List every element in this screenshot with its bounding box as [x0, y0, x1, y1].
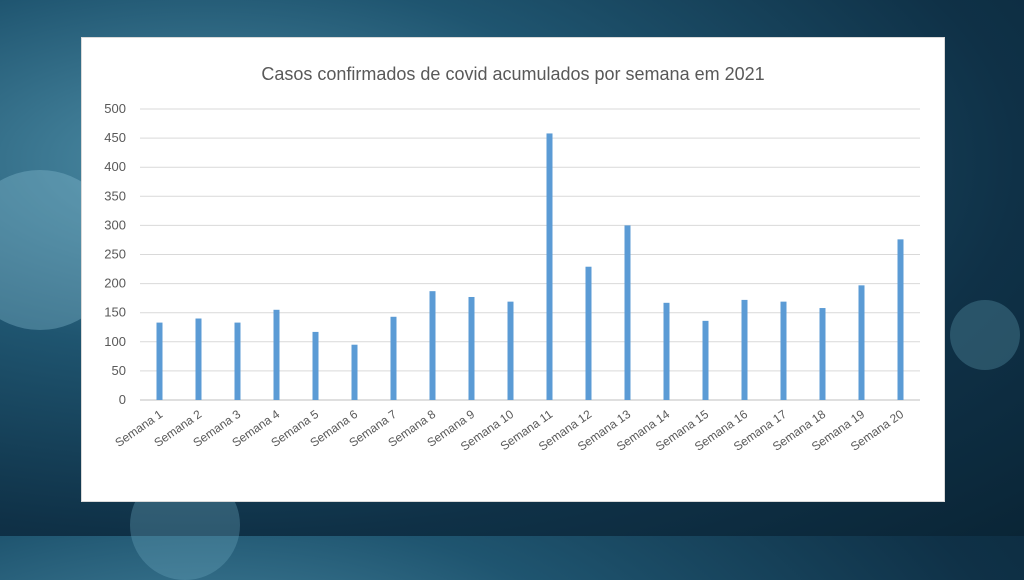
bar [156, 322, 163, 400]
bar [195, 318, 202, 400]
y-tick-label: 400 [104, 159, 126, 174]
y-tick-label: 250 [104, 247, 126, 262]
bar [468, 296, 475, 400]
y-tick-label: 350 [104, 188, 126, 203]
chart-card: Casos confirmados de covid acumulados po… [81, 37, 945, 502]
bar [312, 331, 319, 400]
y-tick-label: 0 [119, 392, 126, 407]
bar [507, 301, 514, 400]
y-tick-label: 500 [104, 101, 126, 116]
y-tick-label: 200 [104, 276, 126, 291]
bar [741, 299, 748, 400]
bar [780, 301, 787, 400]
bar [546, 133, 553, 400]
y-tick-label: 150 [104, 305, 126, 320]
bar [663, 302, 670, 400]
bar-chart: Casos confirmados de covid acumulados po… [104, 64, 920, 454]
bars [156, 133, 904, 400]
y-axis-ticks: 0 50 100 150 200 250 300 350 400 450 500 [104, 101, 126, 407]
bar [585, 266, 592, 400]
bar [273, 309, 280, 400]
bar [897, 239, 904, 400]
bar [624, 225, 631, 400]
gridlines [140, 108, 920, 401]
y-tick-label: 100 [104, 334, 126, 349]
y-tick-label: 300 [104, 217, 126, 232]
bar [390, 316, 397, 400]
bar [858, 285, 865, 400]
y-tick-label: 50 [112, 363, 126, 378]
bar [819, 308, 826, 400]
bar [702, 320, 709, 400]
background-virus-blob-right [950, 300, 1020, 370]
chart-title: Casos confirmados de covid acumulados po… [261, 64, 764, 84]
y-tick-label: 450 [104, 130, 126, 145]
bar [234, 322, 241, 400]
bar [351, 344, 358, 400]
bar [429, 291, 436, 400]
